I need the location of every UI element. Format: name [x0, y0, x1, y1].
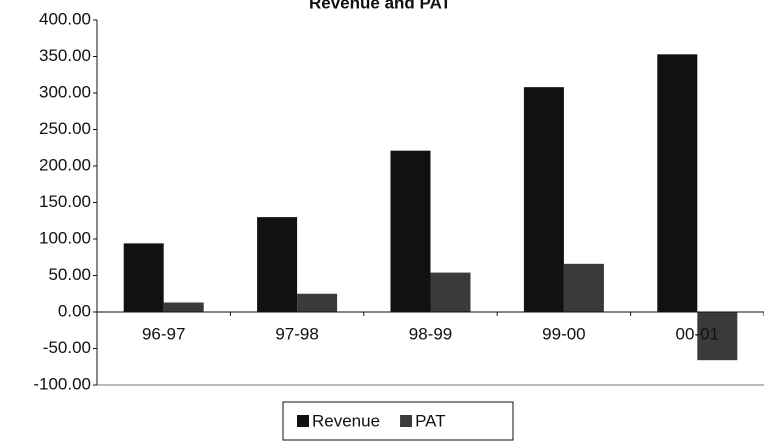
legend-swatch [400, 415, 413, 427]
y-tick-label: 250.00 [39, 119, 91, 138]
bar [430, 272, 471, 312]
bar [297, 293, 338, 312]
legend-label: Revenue [312, 411, 380, 430]
y-tick-label: 400.00 [39, 9, 91, 28]
y-tick-label: -50.00 [43, 338, 91, 357]
bar [163, 302, 204, 312]
y-tick-label: 200.00 [39, 155, 91, 174]
bar [123, 243, 164, 312]
x-tick-label: 96-97 [142, 324, 185, 343]
legend-swatch [297, 415, 309, 427]
y-tick-label: 300.00 [39, 82, 91, 101]
bar [563, 263, 604, 312]
y-tick-label: -100.00 [33, 374, 91, 393]
x-tick-label: 98-99 [409, 324, 452, 343]
bar [390, 150, 431, 312]
bar [523, 87, 564, 312]
x-tick-label: 99-00 [542, 324, 585, 343]
bar [697, 312, 738, 361]
y-tick-label: 50.00 [48, 265, 91, 284]
chart-title: Revenue and PAT [309, 0, 452, 12]
x-tick-label: 97-98 [275, 324, 318, 343]
bar [257, 217, 298, 312]
y-tick-label: 0.00 [58, 301, 91, 320]
bar [657, 54, 698, 313]
x-tick-label: 00-01 [676, 324, 719, 343]
legend-label: PAT [415, 411, 446, 430]
legend-box [282, 401, 514, 441]
y-tick-label: 100.00 [39, 228, 91, 247]
y-tick-label: 350.00 [39, 46, 91, 65]
y-tick-label: 150.00 [39, 192, 91, 211]
